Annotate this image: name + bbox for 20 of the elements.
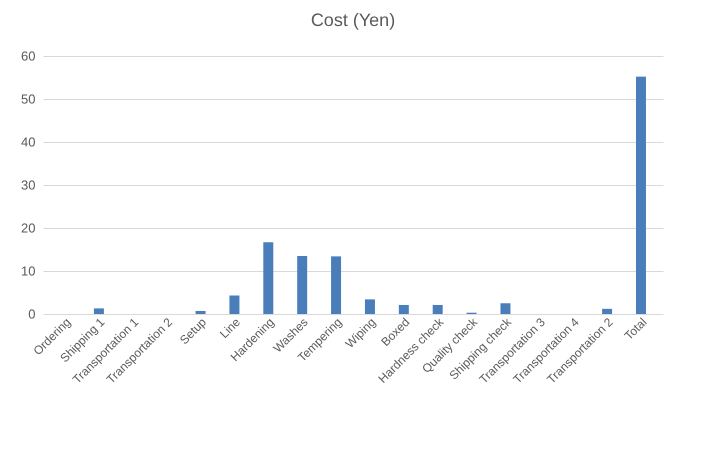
bar xyxy=(196,310,206,314)
bar xyxy=(331,256,342,314)
y-tick-label: 40 xyxy=(21,134,36,150)
y-tick-label: 50 xyxy=(21,92,36,106)
bar xyxy=(500,303,510,314)
y-tick-label: 20 xyxy=(21,220,36,236)
bar xyxy=(636,76,646,314)
bar xyxy=(432,304,443,314)
bar xyxy=(263,242,274,314)
y-tick-label: 60 xyxy=(21,48,36,64)
bar xyxy=(297,256,308,314)
bar xyxy=(364,299,375,314)
chart-title: Cost (Yen) xyxy=(310,10,396,30)
y-tick-label: 10 xyxy=(21,264,36,278)
bar xyxy=(398,304,409,314)
bar xyxy=(94,308,104,314)
bar xyxy=(602,308,612,314)
y-tick-label: 30 xyxy=(21,178,36,192)
bar xyxy=(229,296,240,314)
y-tick-label: 0 xyxy=(28,306,36,322)
